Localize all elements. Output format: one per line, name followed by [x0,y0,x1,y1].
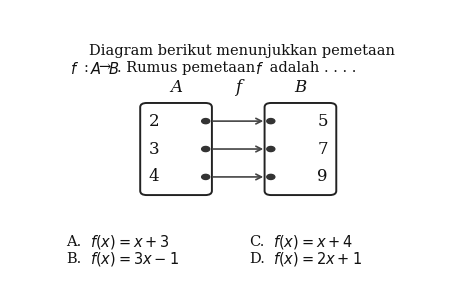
Text: 9: 9 [317,169,328,185]
Text: . Rumus pemetaan: . Rumus pemetaan [117,61,260,75]
Text: $f(x) = x + 3$: $f(x) = x + 3$ [90,233,170,251]
Text: D.: D. [249,252,265,266]
Text: A.: A. [66,235,82,249]
Text: adalah . . . .: adalah . . . . [265,61,356,75]
Text: $f(x) = 2x + 1$: $f(x) = 2x + 1$ [273,250,362,268]
Text: B: B [295,79,306,96]
Circle shape [202,146,210,152]
Text: 2: 2 [149,113,159,130]
Text: $A$: $A$ [90,61,102,77]
Text: 4: 4 [149,169,159,185]
Text: f: f [235,79,241,96]
Text: 7: 7 [317,140,328,158]
Text: $f$: $f$ [70,61,79,77]
Circle shape [267,119,275,124]
Text: $f$: $f$ [255,61,264,77]
Text: $f(x) = 3x - 1$: $f(x) = 3x - 1$ [90,250,179,268]
Text: C.: C. [249,235,265,249]
Text: 5: 5 [317,113,328,130]
Text: :: : [84,61,93,75]
Text: B.: B. [66,252,82,266]
Text: A: A [170,79,182,96]
Text: 3: 3 [149,140,159,158]
Circle shape [267,174,275,179]
Circle shape [202,119,210,124]
Text: →: → [99,61,111,75]
Text: Diagram berikut menunjukkan pemetaan: Diagram berikut menunjukkan pemetaan [89,44,395,58]
Text: $B$: $B$ [109,61,119,77]
Circle shape [267,146,275,152]
Text: $f(x) = x + 4$: $f(x) = x + 4$ [273,233,353,251]
Circle shape [202,174,210,179]
